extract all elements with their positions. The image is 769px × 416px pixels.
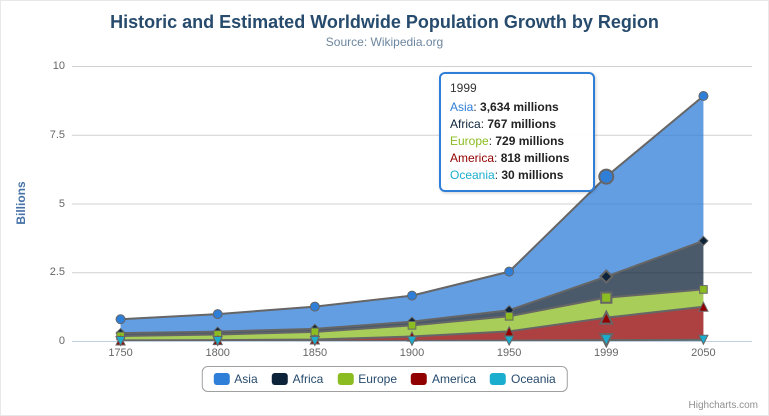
- point-marker-triangle-down[interactable]: [503, 335, 515, 347]
- point-marker-triangle[interactable]: [598, 309, 614, 325]
- point-marker-square[interactable]: [504, 311, 514, 321]
- y-axis-title: Billions: [14, 181, 28, 225]
- point-marker-triangle-down[interactable]: [115, 335, 126, 347]
- legend-item-africa[interactable]: Africa: [271, 372, 324, 386]
- tooltip-row: America: 818 millions: [450, 151, 570, 165]
- legend-swatch: [411, 373, 428, 385]
- tooltip-series-value: 767 millions: [487, 117, 557, 131]
- x-axis-label: 1750: [108, 347, 133, 359]
- x-axis-label: 1850: [302, 347, 328, 359]
- legend-item-oceania[interactable]: Oceania: [490, 372, 556, 386]
- legend-label: Europe: [358, 372, 398, 386]
- legend-label: Africa: [292, 372, 324, 386]
- credits-link[interactable]: Highcharts.com: [688, 400, 758, 411]
- point-marker-triangle-down[interactable]: [212, 335, 224, 347]
- point-marker-square[interactable]: [600, 291, 613, 304]
- area-america[interactable]: [120, 306, 704, 341]
- legend-item-asia[interactable]: Asia: [213, 372, 258, 386]
- tooltip: 1999 Asia: 3,634 millions Africa: 767 mil…: [439, 72, 595, 192]
- point-marker-diamond[interactable]: [598, 269, 614, 284]
- tooltip-header: 1999: [450, 81, 477, 95]
- legend-item-europe[interactable]: Europe: [337, 372, 397, 386]
- tooltip-series-value: 30 millions: [501, 168, 564, 182]
- legend-swatch: [337, 373, 354, 385]
- tooltip-row: Europe: 729 millions: [450, 134, 565, 148]
- y-axis-label: 7.5: [49, 128, 65, 141]
- legend: Asia Africa Europe America Oceania: [201, 366, 568, 392]
- tooltip-series-name: Asia: [450, 100, 474, 114]
- y-axis-label: 0: [58, 335, 65, 347]
- x-axis-label: 1999: [594, 347, 619, 359]
- tooltip-series-name: Europe: [450, 134, 489, 148]
- point-marker-circle[interactable]: [504, 266, 515, 277]
- point-marker-circle[interactable]: [407, 290, 417, 301]
- chart-subtitle: Source: Wikipedia.org: [325, 35, 444, 49]
- tooltip-row: Oceania: 30 millions: [450, 168, 564, 182]
- x-axis-label: 1950: [496, 347, 522, 359]
- point-marker-square[interactable]: [699, 285, 708, 294]
- point-marker-circle[interactable]: [115, 314, 126, 325]
- area-africa[interactable]: [120, 240, 704, 336]
- legend-swatch: [213, 373, 230, 385]
- legend-swatch: [271, 373, 288, 385]
- point-marker-triangle-down[interactable]: [598, 333, 614, 349]
- point-marker-diamond[interactable]: [698, 235, 709, 247]
- y-axis-label: 2.5: [49, 266, 65, 279]
- point-marker-triangle[interactable]: [698, 301, 709, 312]
- point-marker-triangle-down[interactable]: [309, 335, 321, 347]
- legend-item-america[interactable]: America: [411, 372, 476, 386]
- tooltip-series-value: 3,634 millions: [480, 100, 559, 114]
- tooltip-series-value: 729 millions: [495, 134, 565, 148]
- x-axis-label: 2050: [691, 347, 716, 359]
- point-marker-circle[interactable]: [212, 309, 223, 320]
- point-marker-triangle-down[interactable]: [406, 335, 418, 347]
- legend-label: America: [432, 372, 477, 386]
- x-axis-label: 1800: [205, 347, 230, 359]
- point-marker-circle[interactable]: [309, 301, 320, 312]
- tooltip-series-name: America: [450, 151, 495, 165]
- tooltip-series-name: Africa: [450, 117, 481, 131]
- point-marker-square[interactable]: [407, 321, 417, 330]
- tooltip-row: Africa: 767 millions: [450, 117, 557, 131]
- tooltip-series-name: Oceania: [450, 168, 495, 182]
- tooltip-series-value: 818 millions: [500, 151, 570, 165]
- y-axis-label: 10: [52, 60, 65, 72]
- y-axis-label: 5: [58, 197, 65, 210]
- legend-label: Asia: [234, 372, 258, 386]
- area-asia[interactable]: [120, 96, 704, 334]
- point-marker-circle[interactable]: [698, 91, 709, 102]
- chart-title: Historic and Estimated Worldwide Populat…: [110, 12, 659, 32]
- x-axis-label: 1900: [399, 347, 425, 359]
- tooltip-row: Asia: 3,634 millions: [450, 100, 559, 114]
- legend-label: Oceania: [511, 372, 556, 386]
- legend-swatch: [490, 373, 507, 385]
- point-marker-circle[interactable]: [598, 168, 615, 185]
- point-marker-triangle-down[interactable]: [698, 334, 709, 346]
